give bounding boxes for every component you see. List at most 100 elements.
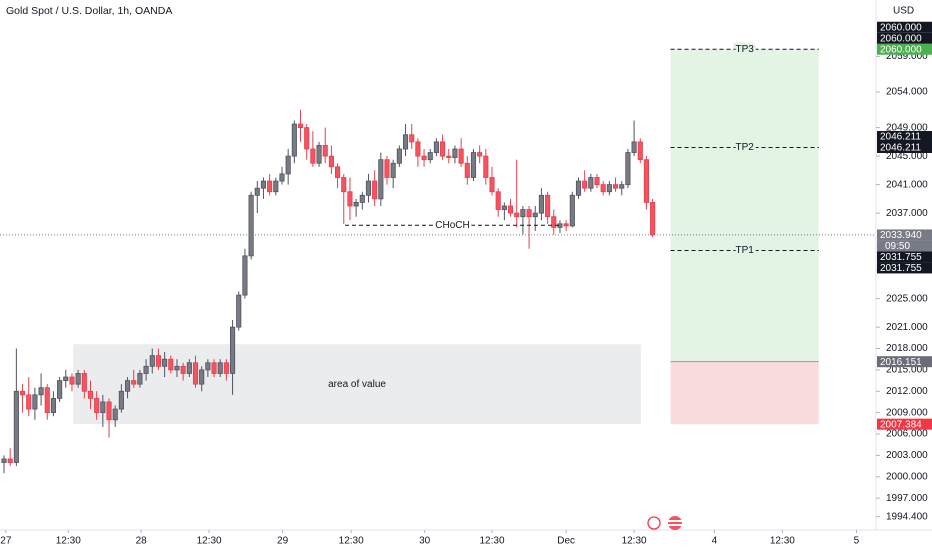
candle-body [335,166,341,178]
y-tick-label: 2049.000 [886,122,928,133]
area-of-value-box [73,344,641,425]
price-badge [877,356,932,368]
y-tick-label: 2045.000 [886,151,928,162]
candle-body [174,365,180,371]
x-tick-label: 27 [0,536,12,547]
candle-body [464,162,470,178]
candle-body [421,155,427,161]
candle-body [470,152,477,178]
candle-body [514,212,520,218]
x-tick-label: 12:30 [56,536,81,547]
y-tick-label: 2003.000 [886,450,928,461]
candle-body [569,194,575,227]
y-tick-label: 1997.000 [886,493,928,504]
price-badge-text: 2016.151 [880,357,922,368]
candle-body [168,358,174,371]
candle-body [155,355,162,367]
x-tick-label: 4 [712,536,718,547]
candle-body [495,191,501,210]
candle-body [94,397,100,414]
candle-body [372,180,378,200]
price-badge [877,21,932,33]
price-badge [877,43,932,55]
icon[interactable] [647,516,661,530]
candle-body [353,202,359,207]
candle-body [131,380,137,385]
target-label: TP1 [735,245,754,256]
y-tick-label: 2054.000 [886,87,928,98]
chart-title: Gold Spot / U.S. Dollar, 1h, OANDA [6,5,172,17]
y-tick-label: 2059.000 [886,51,928,62]
candle-body [260,180,267,189]
candle-body [118,390,124,410]
candle-body [582,180,588,189]
candle-body [81,373,87,392]
candle-body [1,458,7,463]
target-label: TP2 [735,142,754,153]
x-tick-label: 12:30 [197,536,222,547]
price-badge [877,141,932,153]
toolbar-icons[interactable] [647,516,683,530]
candle-body [606,184,612,193]
x-tick-label: Dec [557,536,575,547]
candle-body [149,355,155,367]
candle-body [297,123,304,129]
y-tick-label: 2000.000 [886,471,928,482]
icon[interactable] [668,516,682,530]
candle-body [285,155,291,175]
candle-body [192,362,199,385]
candle-body [359,194,365,203]
candle-body [341,177,347,193]
candle-body [230,326,236,374]
candle-body [38,387,44,396]
x-tick-label: 29 [277,536,289,547]
price-badge [877,262,932,274]
currency-label: USD [893,6,914,17]
candle-body [291,123,297,157]
x-tick-label: 5 [854,536,860,547]
candle-body [551,216,557,228]
candle-body [643,159,650,203]
candle-body [26,394,32,410]
last-price-badge-text: 2033.940 [880,230,922,241]
icon-stripe [667,524,683,526]
candle-body [205,362,211,371]
candle-body [199,369,205,385]
candle-body [507,205,514,214]
candle-body [501,205,507,210]
candle-body [631,141,637,153]
candle-body [483,155,489,178]
icon-stripe [667,520,683,522]
candle-body [402,134,409,150]
y-tick-label: 2041.000 [886,179,928,190]
candle-body [347,191,353,207]
price-badge-text: 2046.211 [880,143,921,154]
candle-body [452,148,458,158]
price-badge-text: 2060.000 [880,22,922,33]
candle-body [7,458,13,463]
candle-body [137,373,143,385]
candle-body [409,134,415,143]
candle-body [563,223,569,227]
candle-body [124,380,131,392]
last-price-badge [877,229,932,241]
candle-body [427,152,433,161]
candle-body [19,390,26,396]
candle-body [100,401,106,414]
choch-label: CHoCH [435,220,469,231]
candle-body [223,362,229,374]
candle-body [186,362,192,374]
candle-body [545,194,551,218]
candle-body [242,255,248,296]
candle-body [304,127,310,150]
price-badge-text: 2060.000 [880,33,922,44]
x-tick-label: 28 [136,536,148,547]
loss-zone [670,361,819,425]
y-tick-label: 2018.000 [886,343,928,354]
candle-body [162,358,168,367]
x-tick-label: 12:30 [339,536,364,547]
candle-body [279,173,285,182]
candle-body [538,194,544,214]
candle-body [433,141,439,153]
